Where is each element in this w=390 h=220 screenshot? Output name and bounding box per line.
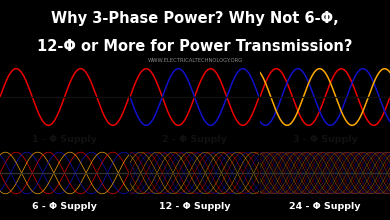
Text: 3 - Φ Supply: 3 - Φ Supply	[292, 135, 357, 144]
Text: 12-Φ or More for Power Transmission?: 12-Φ or More for Power Transmission?	[37, 39, 353, 54]
Text: 12 - Φ Supply: 12 - Φ Supply	[159, 202, 230, 211]
Text: 1 - Φ Supply: 1 - Φ Supply	[32, 135, 97, 144]
Text: 2 - Φ Supply: 2 - Φ Supply	[162, 135, 227, 144]
Text: 6 - Φ Supply: 6 - Φ Supply	[32, 202, 97, 211]
Text: Why 3-Phase Power? Why Not 6-Φ,: Why 3-Phase Power? Why Not 6-Φ,	[51, 11, 339, 26]
Text: WWW.ELECTRICALTECHNOLOGY.ORG: WWW.ELECTRICALTECHNOLOGY.ORG	[147, 59, 243, 64]
Text: 24 - Φ Supply: 24 - Φ Supply	[289, 202, 361, 211]
